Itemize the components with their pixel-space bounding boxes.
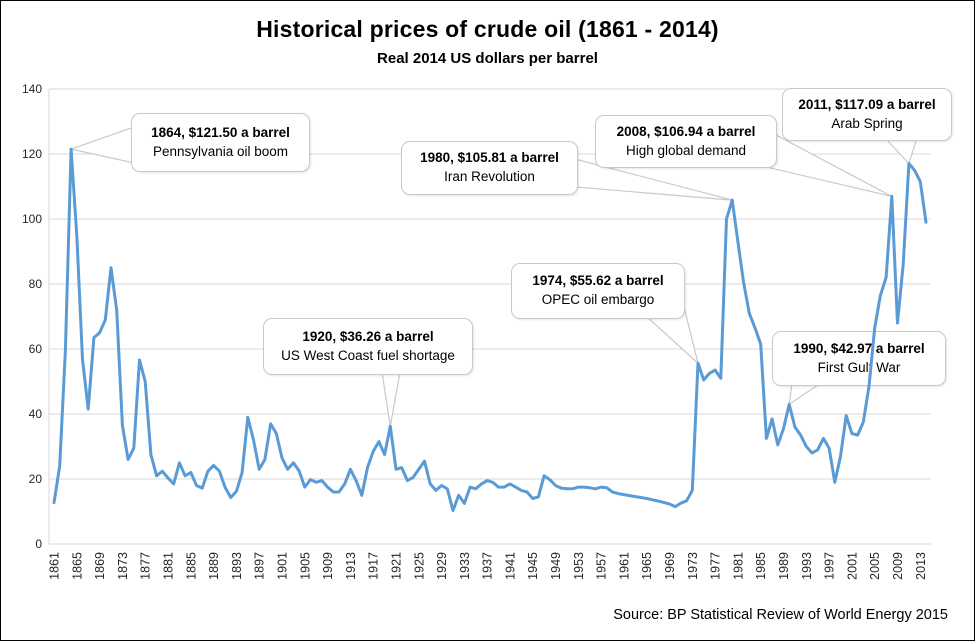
y-tick-label: 140	[22, 82, 42, 96]
x-tick-label: 2013	[914, 552, 928, 580]
callout-label: 1990, $42.97 a barrel	[793, 340, 925, 356]
x-tick-label: 1989	[777, 552, 791, 580]
x-tick-label: 1937	[481, 552, 495, 580]
x-tick-label: 1913	[344, 552, 358, 580]
callout-label: 1974, $55.62 a barrel	[532, 273, 664, 289]
x-tick-label: 1909	[321, 552, 335, 580]
x-tick-label: 1885	[184, 552, 198, 580]
x-tick-label: 1953	[572, 552, 586, 580]
x-tick-label: 1973	[686, 552, 700, 580]
x-tick-label: 1957	[595, 552, 609, 580]
x-tick-label: 1925	[412, 552, 426, 580]
x-tick-label: 2005	[868, 552, 882, 580]
source-note: Source: BP Statistical Review of World E…	[613, 607, 948, 623]
y-tick-label: 100	[22, 212, 42, 226]
x-tick-label: 1897	[253, 552, 267, 580]
callout-1980: 1980, $105.81 a barrel Iran Revolution	[401, 141, 578, 195]
x-tick-label: 1985	[754, 552, 768, 580]
callout-1974: 1974, $55.62 a barrel OPEC oil embargo	[511, 263, 685, 319]
callout-event: First Gulf War	[817, 359, 901, 375]
y-tick-label: 120	[22, 147, 42, 161]
x-tick-label: 1941	[503, 552, 517, 580]
callout-label: 1864, $121.50 a barrel	[151, 124, 290, 140]
y-tick-label: 40	[29, 407, 43, 421]
x-tick-label: 1865	[70, 552, 84, 580]
callout-label: 2011, $117.09 a barrel	[798, 96, 936, 112]
x-tick-label: 1945	[526, 552, 540, 580]
callout-2008: 2008, $106.94 a barrel High global demand	[595, 115, 777, 168]
callout-event: High global demand	[625, 142, 747, 158]
x-tick-label: 2001	[845, 552, 859, 580]
callout-1920: 1920, $36.26 a barrel US West Coast fuel …	[263, 318, 473, 375]
x-tick-label: 1933	[458, 552, 472, 580]
x-tick-label: 1861	[48, 552, 62, 580]
callout-event: Pennsylvania oil boom	[152, 143, 289, 159]
x-tick-label: 1877	[139, 552, 153, 580]
x-tick-label: 1961	[617, 552, 631, 580]
callout-event: Arab Spring	[831, 115, 903, 131]
callout-event: US West Coast fuel shortage	[281, 347, 455, 363]
x-tick-label: 1889	[207, 552, 221, 580]
x-tick-label: 2009	[891, 552, 905, 580]
x-tick-label: 1881	[161, 552, 175, 580]
x-tick-label: 1917	[367, 552, 381, 580]
callout-event: Iran Revolution	[444, 169, 535, 184]
x-tick-label: 1997	[823, 552, 837, 580]
x-tick-label: 1969	[663, 552, 677, 580]
callout-1864: 1864, $121.50 a barrel Pennsylvania oil b…	[131, 113, 310, 172]
x-tick-label: 1977	[709, 552, 723, 580]
x-tick-label: 1965	[640, 552, 654, 580]
y-tick-label: 0	[35, 537, 42, 551]
x-tick-label: 1929	[435, 552, 449, 580]
chart-title: Historical prices of crude oil (1861 - 2…	[256, 16, 719, 42]
y-tick-label: 80	[29, 277, 43, 291]
callout-label: 1980, $105.81 a barrel	[420, 150, 559, 166]
x-tick-label: 1905	[298, 552, 312, 580]
x-tick-label: 1921	[389, 552, 403, 580]
x-tick-label: 1981	[731, 552, 745, 580]
y-tick-label: 20	[29, 472, 43, 486]
x-tick-label: 1869	[93, 552, 107, 580]
chart-subtitle: Real 2014 US dollars per barrel	[377, 50, 598, 67]
x-tick-label: 1993	[800, 552, 814, 580]
x-tick-label: 1949	[549, 552, 563, 580]
callout-label: 1920, $36.26 a barrel	[302, 328, 434, 344]
x-tick-label: 1893	[230, 552, 244, 580]
x-tick-label: 1901	[275, 552, 289, 580]
callout-label: 2008, $106.94 a barrel	[616, 123, 756, 139]
x-tick-label: 1873	[116, 552, 130, 580]
y-tick-label: 60	[29, 342, 43, 356]
callout-2011: 2011, $117.09 a barrel Arab Spring	[782, 88, 952, 141]
callout-event: OPEC oil embargo	[541, 292, 655, 307]
callout-1990: 1990, $42.97 a barrel First Gulf War	[772, 331, 946, 386]
